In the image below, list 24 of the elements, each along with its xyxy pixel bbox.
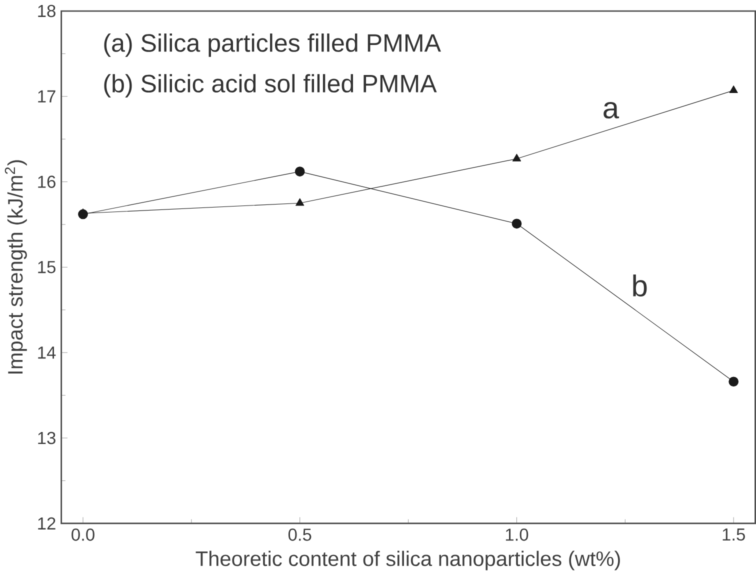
x-tick-label: 1.0	[506, 528, 528, 541]
x-tick-label: 1.5	[722, 528, 745, 541]
x-axis-title: Theoretic content of silica nanoparticles (wt%)	[196, 550, 620, 570]
y-tick-label: 18	[38, 4, 56, 18]
series-label: b	[633, 274, 647, 296]
point	[512, 154, 522, 162]
point	[512, 218, 522, 229]
y-tick-label: 15	[38, 261, 56, 274]
y-tick-label: 14	[38, 346, 56, 359]
series-label: a	[604, 102, 620, 118]
y-tick-label: 16	[38, 176, 56, 188]
point	[729, 85, 738, 93]
point	[728, 376, 739, 387]
x-tick-label: 0.0	[72, 528, 94, 541]
x-tick-label: 0.5	[288, 528, 312, 541]
y-tick-label: 12	[38, 517, 56, 530]
annotation: (b) Silicic acid sol filled PMMA	[104, 74, 437, 98]
point	[78, 209, 88, 220]
y-tick-label: 17	[38, 90, 56, 102]
point	[296, 198, 304, 206]
y-axis-title: Impact strength (kJ/m$^{2}$)	[4, 160, 27, 374]
point	[294, 166, 305, 176]
y-tick-label: 13	[38, 432, 56, 444]
annotation: (a) Silica particles filled PMMA	[104, 33, 441, 57]
